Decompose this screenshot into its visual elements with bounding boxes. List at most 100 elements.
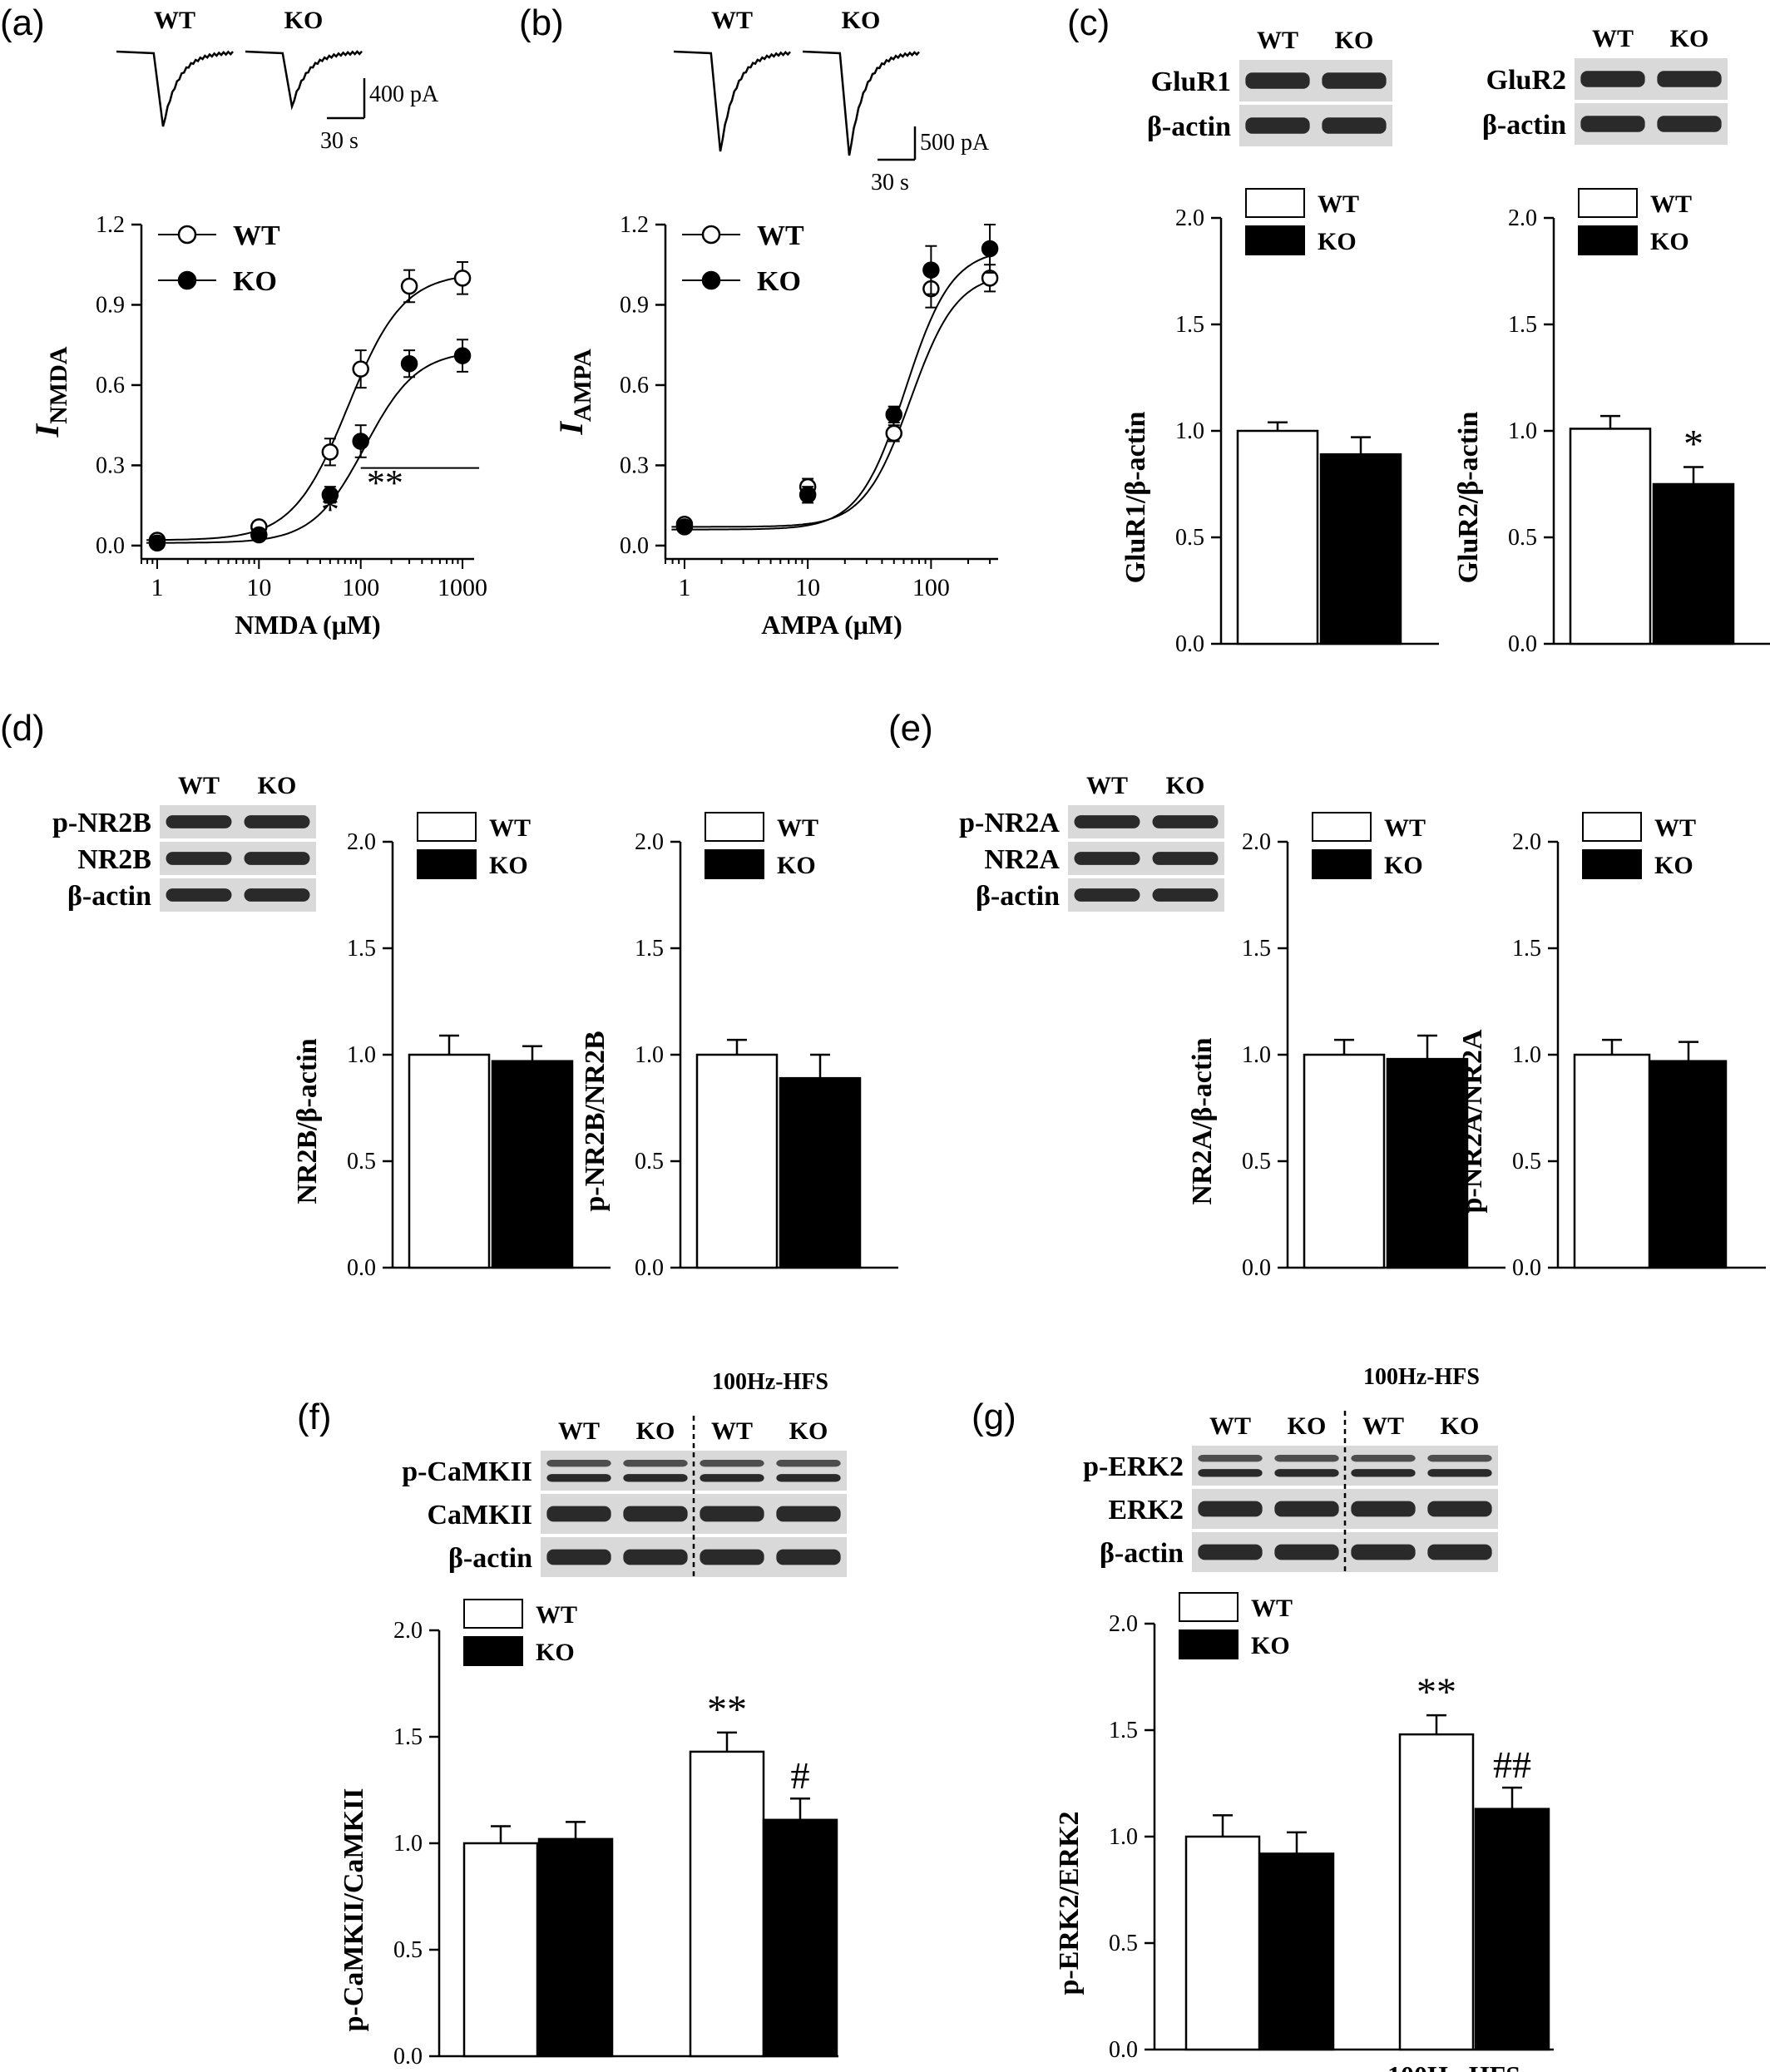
b-trace-ko bbox=[802, 50, 920, 156]
x-tick-label: 1 bbox=[151, 574, 163, 601]
bar-wt bbox=[408, 1053, 491, 1269]
blot-band bbox=[1274, 1544, 1339, 1560]
blot-band bbox=[244, 888, 310, 902]
data-point-wt bbox=[400, 277, 418, 295]
legend-marker bbox=[701, 270, 721, 290]
blot-band bbox=[1322, 117, 1387, 134]
blot-band bbox=[623, 1474, 688, 1482]
y-tick-label: 0.0 bbox=[347, 1255, 376, 1281]
legend-label: WT bbox=[536, 1601, 577, 1629]
blot-band bbox=[166, 888, 232, 902]
y-tick-label: 1.0 bbox=[1109, 1824, 1138, 1850]
y-tick-label: 2.0 bbox=[1508, 205, 1537, 231]
bar-ko bbox=[537, 1837, 614, 2058]
blot-band bbox=[1322, 72, 1387, 89]
legend-label: KO bbox=[757, 266, 801, 297]
y-tick-label: 1.0 bbox=[1508, 418, 1537, 444]
panel-letter: (a) bbox=[0, 2, 45, 43]
blot-band bbox=[1351, 1501, 1416, 1517]
scale-amplitude-label: 400 pA bbox=[369, 82, 439, 107]
x-axis-label: 100Hz-HFS bbox=[1387, 2060, 1520, 2072]
blot-band bbox=[166, 852, 232, 865]
blot-row-label: NR2A bbox=[984, 844, 1060, 875]
data-point-ko bbox=[798, 486, 817, 504]
blot-band bbox=[1074, 815, 1140, 828]
y-tick-label: 1.2 bbox=[96, 212, 125, 238]
blot-band bbox=[546, 1460, 611, 1467]
data-point-ko bbox=[675, 518, 694, 536]
blot-band bbox=[1657, 71, 1722, 87]
legend-swatch-wt bbox=[705, 812, 764, 842]
blot-band bbox=[700, 1474, 764, 1482]
legend-swatch-ko bbox=[1578, 225, 1638, 255]
blot-row-label: β-actin bbox=[448, 1543, 532, 1574]
y-tick-label: 0.0 bbox=[1109, 2037, 1138, 2063]
blot-row-label: p-NR2B bbox=[52, 808, 151, 838]
blot-band bbox=[1074, 888, 1140, 902]
blot-row-label: β-actin bbox=[1482, 110, 1566, 141]
blot-band bbox=[1198, 1455, 1263, 1462]
significance-marker: * bbox=[321, 489, 339, 530]
x-tick-label: 1 bbox=[678, 574, 690, 601]
legend-swatch-ko bbox=[1582, 849, 1642, 879]
legend-swatch-wt bbox=[1578, 188, 1638, 218]
blot-band bbox=[1427, 1455, 1492, 1462]
scale-time-label: 30 s bbox=[320, 128, 358, 154]
legend-marker bbox=[177, 225, 197, 245]
blot-lane-label: KO bbox=[1441, 1412, 1480, 1440]
bar-ko bbox=[762, 1818, 838, 2058]
y-tick-label: 0.0 bbox=[96, 533, 125, 559]
blot-band bbox=[1198, 1544, 1263, 1560]
significance-marker: ## bbox=[1493, 1743, 1531, 1786]
panel-letter: (f) bbox=[297, 1397, 332, 1437]
y-tick-label: 0.6 bbox=[96, 373, 125, 398]
blot-band bbox=[1351, 1544, 1416, 1560]
x-tick-label: 100 bbox=[342, 574, 379, 601]
x-tick-label: 10 bbox=[246, 574, 271, 601]
x-tick-label: 1000 bbox=[438, 574, 487, 601]
blot-lane-label: WT bbox=[178, 772, 220, 799]
blot-lane-label: KO bbox=[1335, 27, 1374, 54]
y-tick-label: 0.3 bbox=[96, 452, 125, 478]
blot-band bbox=[244, 815, 310, 828]
blot-row-label: p-NR2A bbox=[959, 808, 1060, 838]
legend-swatch-ko bbox=[417, 849, 477, 879]
legend-swatch-wt bbox=[1312, 812, 1372, 842]
blot-band bbox=[244, 852, 310, 865]
legend-label: KO bbox=[1654, 852, 1693, 879]
y-tick-label: 0.0 bbox=[393, 2044, 423, 2070]
blot-band bbox=[1074, 852, 1140, 865]
bar-wt bbox=[1569, 428, 1652, 645]
y-tick-label: 2.0 bbox=[1242, 829, 1271, 855]
y-tick-label: 0.0 bbox=[1508, 631, 1537, 657]
y-axis-label: p-CaMKII/CaMKII bbox=[339, 1788, 369, 2032]
blot-band bbox=[1245, 117, 1310, 134]
data-point-ko bbox=[885, 406, 903, 423]
y-tick-label: 0.5 bbox=[635, 1149, 664, 1174]
y-tick-label: 0.3 bbox=[620, 452, 649, 478]
fit-curve-wt bbox=[671, 279, 992, 528]
legend-label: KO bbox=[489, 852, 528, 879]
blot-row-label: GluR1 bbox=[1151, 67, 1231, 97]
significance-marker: # bbox=[791, 1754, 810, 1797]
blot-band bbox=[546, 1474, 611, 1482]
data-point-ko bbox=[400, 354, 418, 373]
y-tick-label: 0.5 bbox=[347, 1149, 376, 1174]
blot-row-label: β-actin bbox=[976, 881, 1060, 912]
blot-lane-label: KO bbox=[789, 1417, 828, 1445]
data-point-ko bbox=[922, 261, 940, 279]
y-axis-label: p-ERK2/ERK2 bbox=[1054, 1811, 1085, 1995]
bar-ko bbox=[1474, 1807, 1550, 2051]
y-axis-label: GluR1/β-actin bbox=[1120, 412, 1151, 584]
blot-lane-label: KO bbox=[1288, 1412, 1327, 1440]
y-axis-label: NR2A/β-actin bbox=[1187, 1037, 1218, 1204]
blot-band bbox=[1580, 116, 1645, 132]
y-tick-label: 1.5 bbox=[1175, 312, 1204, 338]
blot-band bbox=[700, 1506, 764, 1522]
panel-letter: (c) bbox=[1067, 2, 1110, 43]
blot-row-label: CaMKII bbox=[427, 1500, 532, 1531]
blot-lane-label: WT bbox=[1086, 772, 1128, 799]
legend-label: WT bbox=[1654, 814, 1696, 842]
fit-curve-wt bbox=[146, 274, 470, 541]
